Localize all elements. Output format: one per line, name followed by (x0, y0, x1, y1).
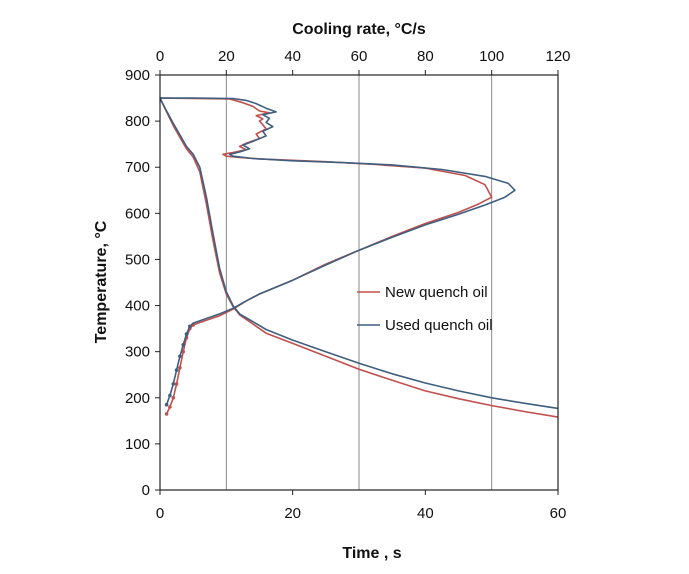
bottom-axis-tick-label: 40 (417, 505, 434, 522)
cooling-rate-point-used-quench-oil (181, 343, 185, 347)
left-axis-tick-label: 500 (125, 251, 150, 268)
cooling-rate-point-new-quench-oil (164, 412, 169, 416)
left-axis-tick-label: 100 (125, 436, 150, 453)
left-axis-tick-label: 0 (142, 482, 150, 499)
cooling-rate-point-used-quench-oil (178, 354, 182, 359)
cooling-rate-point-used-quench-oil (188, 324, 192, 329)
left-axis-tick-label: 300 (125, 344, 150, 361)
grid-layer (225, 75, 493, 490)
cooling-rate-point-new-quench-oil (171, 396, 176, 400)
bottom-axis-tick-label: 20 (284, 505, 301, 522)
curve-layer (159, 97, 559, 418)
bottom-axis-title: Time , s (342, 545, 401, 562)
top-axis-tick-label: 40 (284, 48, 301, 65)
top-axis-tick-label: 60 (351, 48, 368, 65)
left-axis-tick-label: 600 (125, 205, 150, 222)
tick-layer: 0 20 40 600 20 40 60 80 100 120010020030040050060… (125, 48, 571, 522)
left-axis-title: Temperature, °C (93, 220, 110, 343)
cooling-rate-point-new-quench-oil (168, 405, 172, 409)
legend-label-new-quench-oil: New quench oil (385, 284, 488, 301)
top-axis-tick-label: 120 (545, 48, 570, 65)
left-axis-tick-label: 700 (125, 159, 150, 176)
legend: New quench oil Used quench oil (357, 284, 493, 334)
bottom-axis-tick-label: 0 (156, 505, 164, 522)
cooling-rate-point-used-quench-oil (184, 332, 189, 336)
bottom-axis-tick-label: 60 (550, 505, 567, 522)
cooling-rate-point-used-quench-oil (174, 368, 179, 372)
cooling-rate-point-used-quench-oil (164, 402, 169, 407)
top-axis-tick-label: 80 (417, 48, 434, 65)
cooling-rate-point-new-quench-oil (174, 382, 179, 386)
cooling-rate-curve-used-quench-oil (160, 97, 516, 405)
cooling-rate-point-new-quench-oil (178, 366, 182, 370)
legend-label-used-quench-oil: Used quench oil (385, 317, 493, 334)
top-axis-tick-label: 20 (218, 48, 235, 65)
cooling-rate-point-used-quench-oil (168, 393, 172, 398)
left-axis-tick-label: 900 (125, 67, 150, 84)
left-axis-tick-label: 400 (125, 298, 150, 315)
top-axis-title: Cooling rate, °C/s (292, 21, 426, 38)
cooling-curve-used-quench-oil (159, 97, 559, 410)
top-axis-tick-label: 0 (156, 48, 164, 65)
left-axis-tick-label: 200 (125, 390, 150, 407)
left-axis-tick-label: 800 (125, 113, 150, 130)
top-axis-tick-label: 100 (479, 48, 504, 65)
cooling-rate-point-used-quench-oil (171, 382, 176, 386)
